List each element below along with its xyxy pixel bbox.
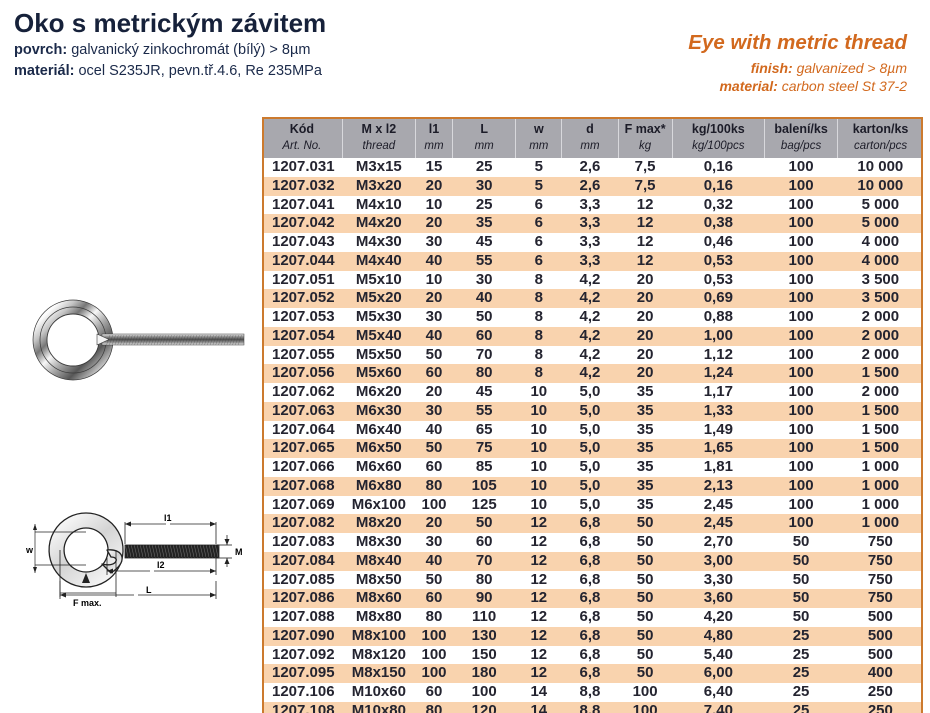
- svg-text:M: M: [235, 547, 243, 557]
- svg-text:L: L: [146, 585, 152, 595]
- svg-text:F max.: F max.: [73, 598, 102, 608]
- svg-text:w: w: [25, 545, 34, 555]
- svg-text:l2: l2: [157, 560, 165, 570]
- svg-text:l1: l1: [164, 513, 172, 523]
